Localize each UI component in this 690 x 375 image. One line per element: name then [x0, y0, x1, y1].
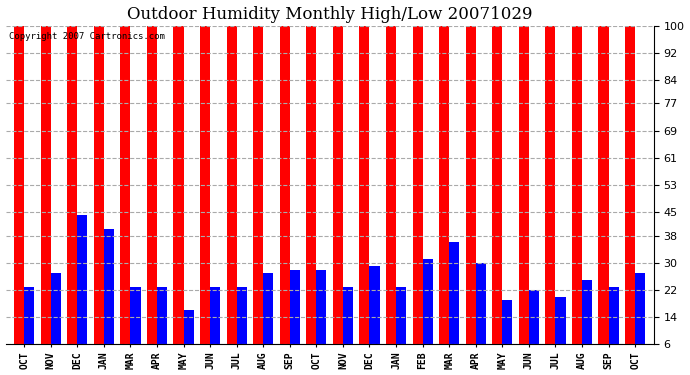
Bar	[369, 266, 380, 364]
Bar	[439, 26, 449, 364]
Bar	[449, 243, 460, 364]
Bar	[519, 26, 529, 364]
Bar	[263, 273, 273, 364]
Bar	[237, 286, 247, 364]
Bar	[226, 26, 237, 364]
Bar	[635, 273, 645, 364]
Bar	[343, 286, 353, 364]
Bar	[173, 26, 184, 364]
Bar	[386, 26, 396, 364]
Bar	[67, 26, 77, 364]
Bar	[545, 26, 555, 364]
Bar	[582, 280, 592, 364]
Bar	[396, 286, 406, 364]
Bar	[598, 26, 609, 364]
Bar	[306, 26, 316, 364]
Bar	[625, 26, 635, 364]
Bar	[253, 26, 263, 364]
Bar	[475, 263, 486, 364]
Bar	[422, 260, 433, 364]
Bar	[200, 26, 210, 364]
Bar	[41, 26, 50, 364]
Bar	[529, 290, 539, 364]
Bar	[157, 286, 167, 364]
Bar	[77, 215, 88, 364]
Bar	[572, 26, 582, 364]
Bar	[147, 26, 157, 364]
Bar	[333, 26, 343, 364]
Bar	[555, 297, 566, 364]
Bar	[104, 229, 114, 364]
Bar	[492, 26, 502, 364]
Title: Outdoor Humidity Monthly High/Low 20071029: Outdoor Humidity Monthly High/Low 200710…	[127, 6, 533, 22]
Bar	[413, 26, 422, 364]
Bar	[466, 26, 475, 364]
Bar	[184, 310, 194, 364]
Text: Copyright 2007 Cartronics.com: Copyright 2007 Cartronics.com	[9, 32, 165, 41]
Bar	[94, 26, 104, 364]
Bar	[502, 300, 513, 364]
Bar	[210, 286, 220, 364]
Bar	[290, 270, 300, 364]
Bar	[50, 273, 61, 364]
Bar	[14, 26, 24, 364]
Bar	[130, 286, 141, 364]
Bar	[609, 286, 619, 364]
Bar	[279, 26, 290, 364]
Bar	[359, 26, 369, 364]
Bar	[316, 270, 326, 364]
Bar	[24, 286, 34, 364]
Bar	[120, 26, 130, 364]
